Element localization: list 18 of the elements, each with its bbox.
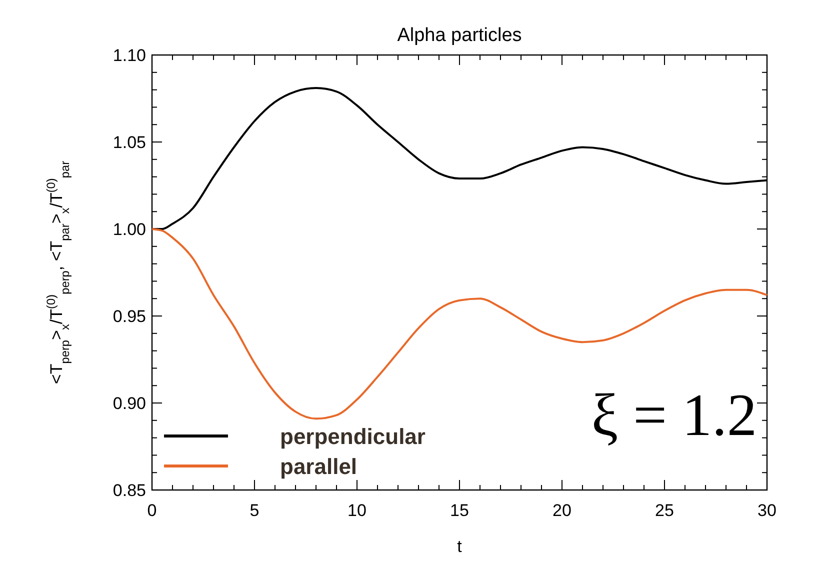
chart-title: Alpha particles [397,25,522,46]
x-tick-label: 30 [758,501,776,520]
x-tick-label: 15 [450,501,469,520]
x-tick-label: 0 [147,501,157,520]
x-axis-title: t [457,537,462,556]
annotation: ξ = 1.2 [591,382,757,448]
y-tick-label: 1.05 [112,133,146,152]
y-tick-label: 0.90 [112,394,146,413]
y-tick-label: 1.10 [112,46,146,65]
y-tick-label: 1.00 [112,220,146,239]
x-tick-label: 5 [250,501,260,520]
y-tick-label: 0.95 [112,307,146,326]
x-tick-label: 10 [348,501,366,520]
x-tick-label: 20 [552,501,572,520]
legend-label: parallel [280,454,358,479]
legend-label: perpendicular [280,424,426,449]
y-tick-label: 0.85 [112,481,146,500]
x-tick-label: 25 [655,501,674,520]
